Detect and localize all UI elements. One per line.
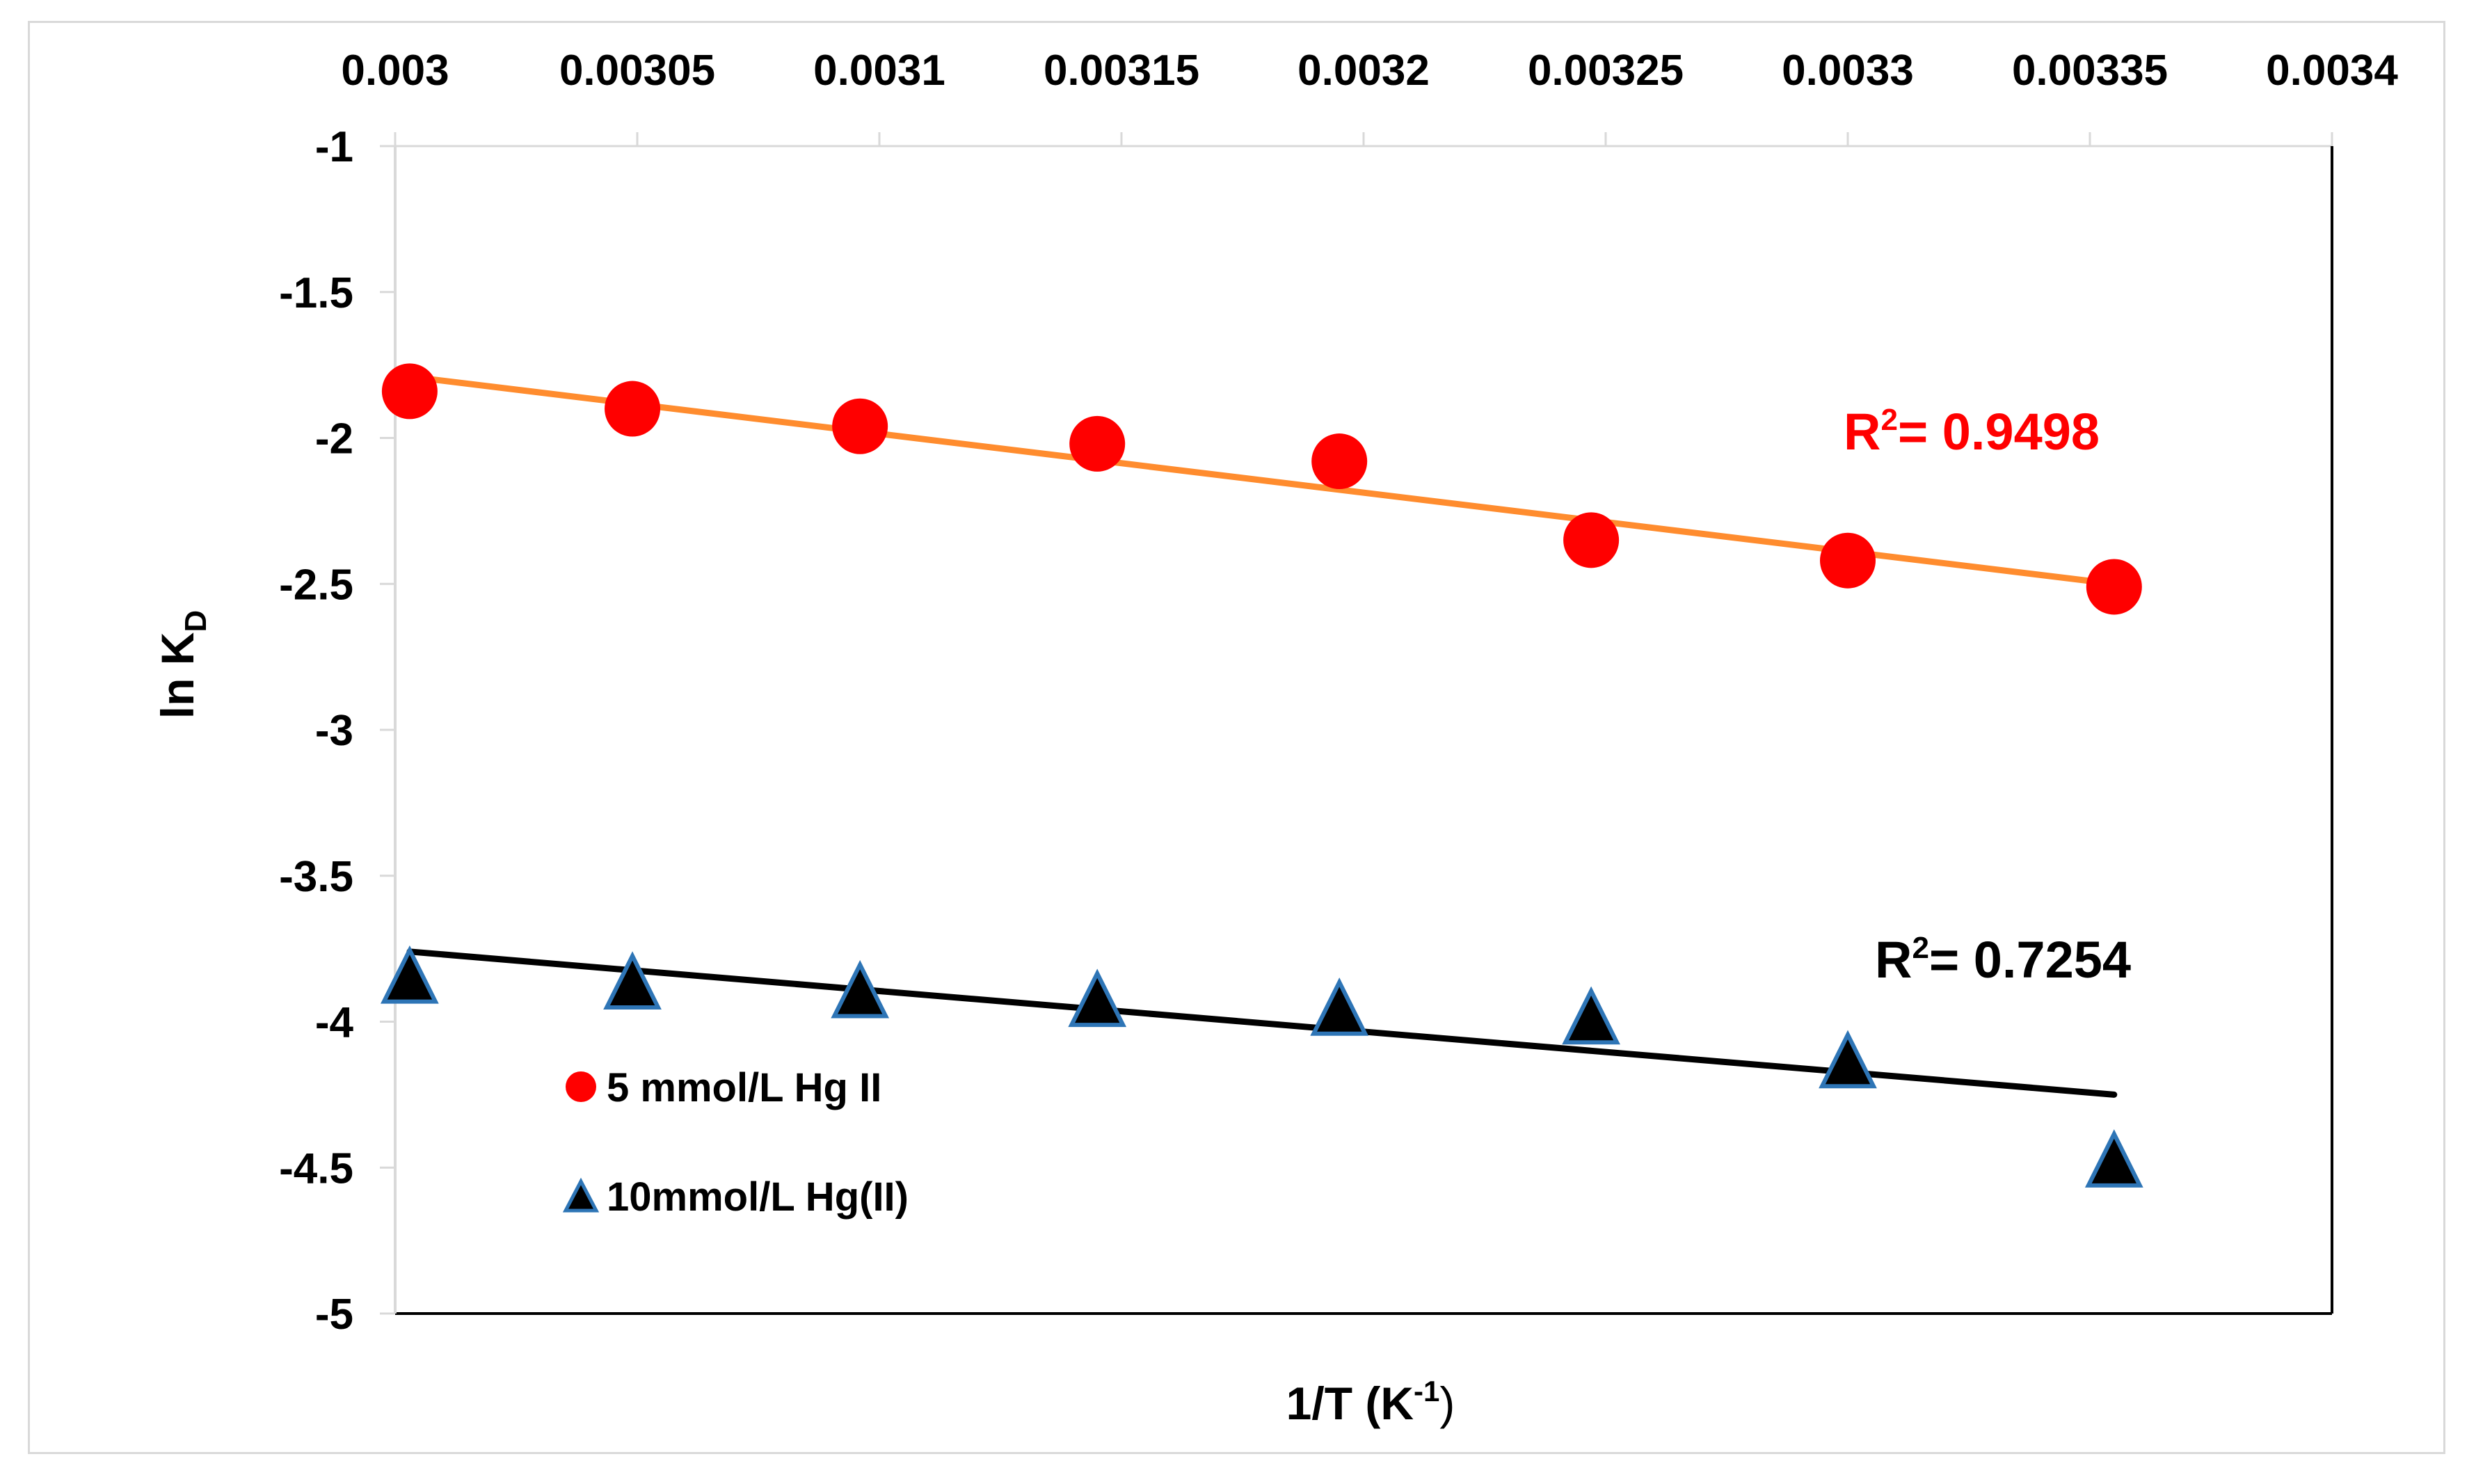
legend-label-series-2: 10mmol/L Hg(II) bbox=[607, 1174, 909, 1220]
chart-frame bbox=[28, 21, 2445, 1454]
y-tick-label: -3 bbox=[315, 707, 353, 755]
data-point-series-2 bbox=[1819, 1030, 1877, 1089]
x-tick-label: 0.00325 bbox=[1528, 47, 1684, 95]
data-point-series-2 bbox=[831, 959, 890, 1019]
data-point-series-2 bbox=[1068, 968, 1127, 1028]
data-point-series-1 bbox=[1563, 512, 1620, 568]
data-point-series-2 bbox=[603, 951, 662, 1010]
y-axis-title-main: ln K bbox=[152, 632, 203, 719]
y-tick-label: -4.5 bbox=[279, 1144, 353, 1192]
y-tick-label: -4 bbox=[315, 999, 354, 1047]
x-tick-label: 0.00335 bbox=[2012, 47, 2168, 95]
legend: 5 mmol/L Hg II 10mmol/L Hg(II) bbox=[562, 1065, 909, 1220]
data-point-series-2 bbox=[1562, 986, 1620, 1045]
y-tick-label: -1 bbox=[315, 123, 353, 171]
y-tick-label: -2 bbox=[315, 415, 353, 463]
y-tick-label: -1.5 bbox=[279, 269, 353, 317]
x-tick-label: 0.00305 bbox=[559, 47, 715, 95]
x-tick-label: 0.0031 bbox=[813, 47, 945, 95]
x-tick-label: 0.0032 bbox=[1297, 47, 1430, 95]
x-tick-label: 0.00315 bbox=[1044, 47, 1199, 95]
data-point-series-1 bbox=[1820, 532, 1876, 589]
x-tick-label: 0.003 bbox=[341, 47, 449, 95]
r2-label-1-prefix: R bbox=[1844, 403, 1880, 461]
legend-marker-circle bbox=[566, 1071, 596, 1102]
data-point-series-1 bbox=[381, 363, 438, 420]
y-tick-label: -2.5 bbox=[279, 561, 353, 609]
r2-label-1-sup: 2 bbox=[1880, 403, 1897, 437]
plot-area bbox=[394, 145, 2333, 1315]
x-axis-title-main: 1/T (K bbox=[1286, 1378, 1414, 1429]
r2-label-2-sup: 2 bbox=[1912, 931, 1928, 965]
x-axis-title-close: ) bbox=[1439, 1378, 1455, 1429]
y-tick-label: -3.5 bbox=[279, 853, 353, 901]
y-tick-label: -5 bbox=[315, 1291, 353, 1339]
labels: 1/T (K-1) ln KD R2= 0.9498 R2= 0.7254 bbox=[152, 403, 2131, 1429]
data-point-series-1 bbox=[2086, 559, 2142, 615]
data-point-series-1 bbox=[832, 398, 888, 454]
x-tick-label: 0.0033 bbox=[1782, 47, 1914, 95]
x-tick-label: 0.0034 bbox=[2266, 47, 2398, 95]
y-axis-title-sub: D bbox=[179, 610, 213, 632]
legend-marker-triangle bbox=[562, 1177, 600, 1213]
r2-label-1-value: = 0.9498 bbox=[1898, 403, 2100, 461]
data-point-series-1 bbox=[1069, 415, 1126, 472]
legend-label-series-1: 5 mmol/L Hg II bbox=[607, 1065, 881, 1110]
r2-label-2-value: = 0.7254 bbox=[1929, 931, 2131, 989]
axes: -1 -1.5 -2 -2.5 -3 -3.5 -4 -4.5 -5 0.003 0.00305 0.… bbox=[279, 47, 2398, 1339]
trendlines bbox=[406, 373, 2118, 1098]
data-point-series-2 bbox=[2084, 1129, 2143, 1188]
data-point-series-1 bbox=[1311, 433, 1368, 490]
data-point-series-2 bbox=[1310, 978, 1369, 1036]
x-axis-title-sup: -1 bbox=[1414, 1375, 1439, 1407]
x-axis-title: 1/T (K-1) bbox=[1286, 1375, 1455, 1429]
data-point-series-1 bbox=[605, 381, 661, 437]
r2-label-2-prefix: R bbox=[1875, 931, 1912, 989]
y-axis-title: ln KD bbox=[152, 610, 213, 719]
r2-label-series-1: R2= 0.9498 bbox=[1844, 403, 2100, 461]
markers bbox=[381, 363, 2143, 1188]
data-point-series-2 bbox=[381, 945, 439, 1004]
r2-label-series-2: R2= 0.7254 bbox=[1875, 931, 2131, 989]
